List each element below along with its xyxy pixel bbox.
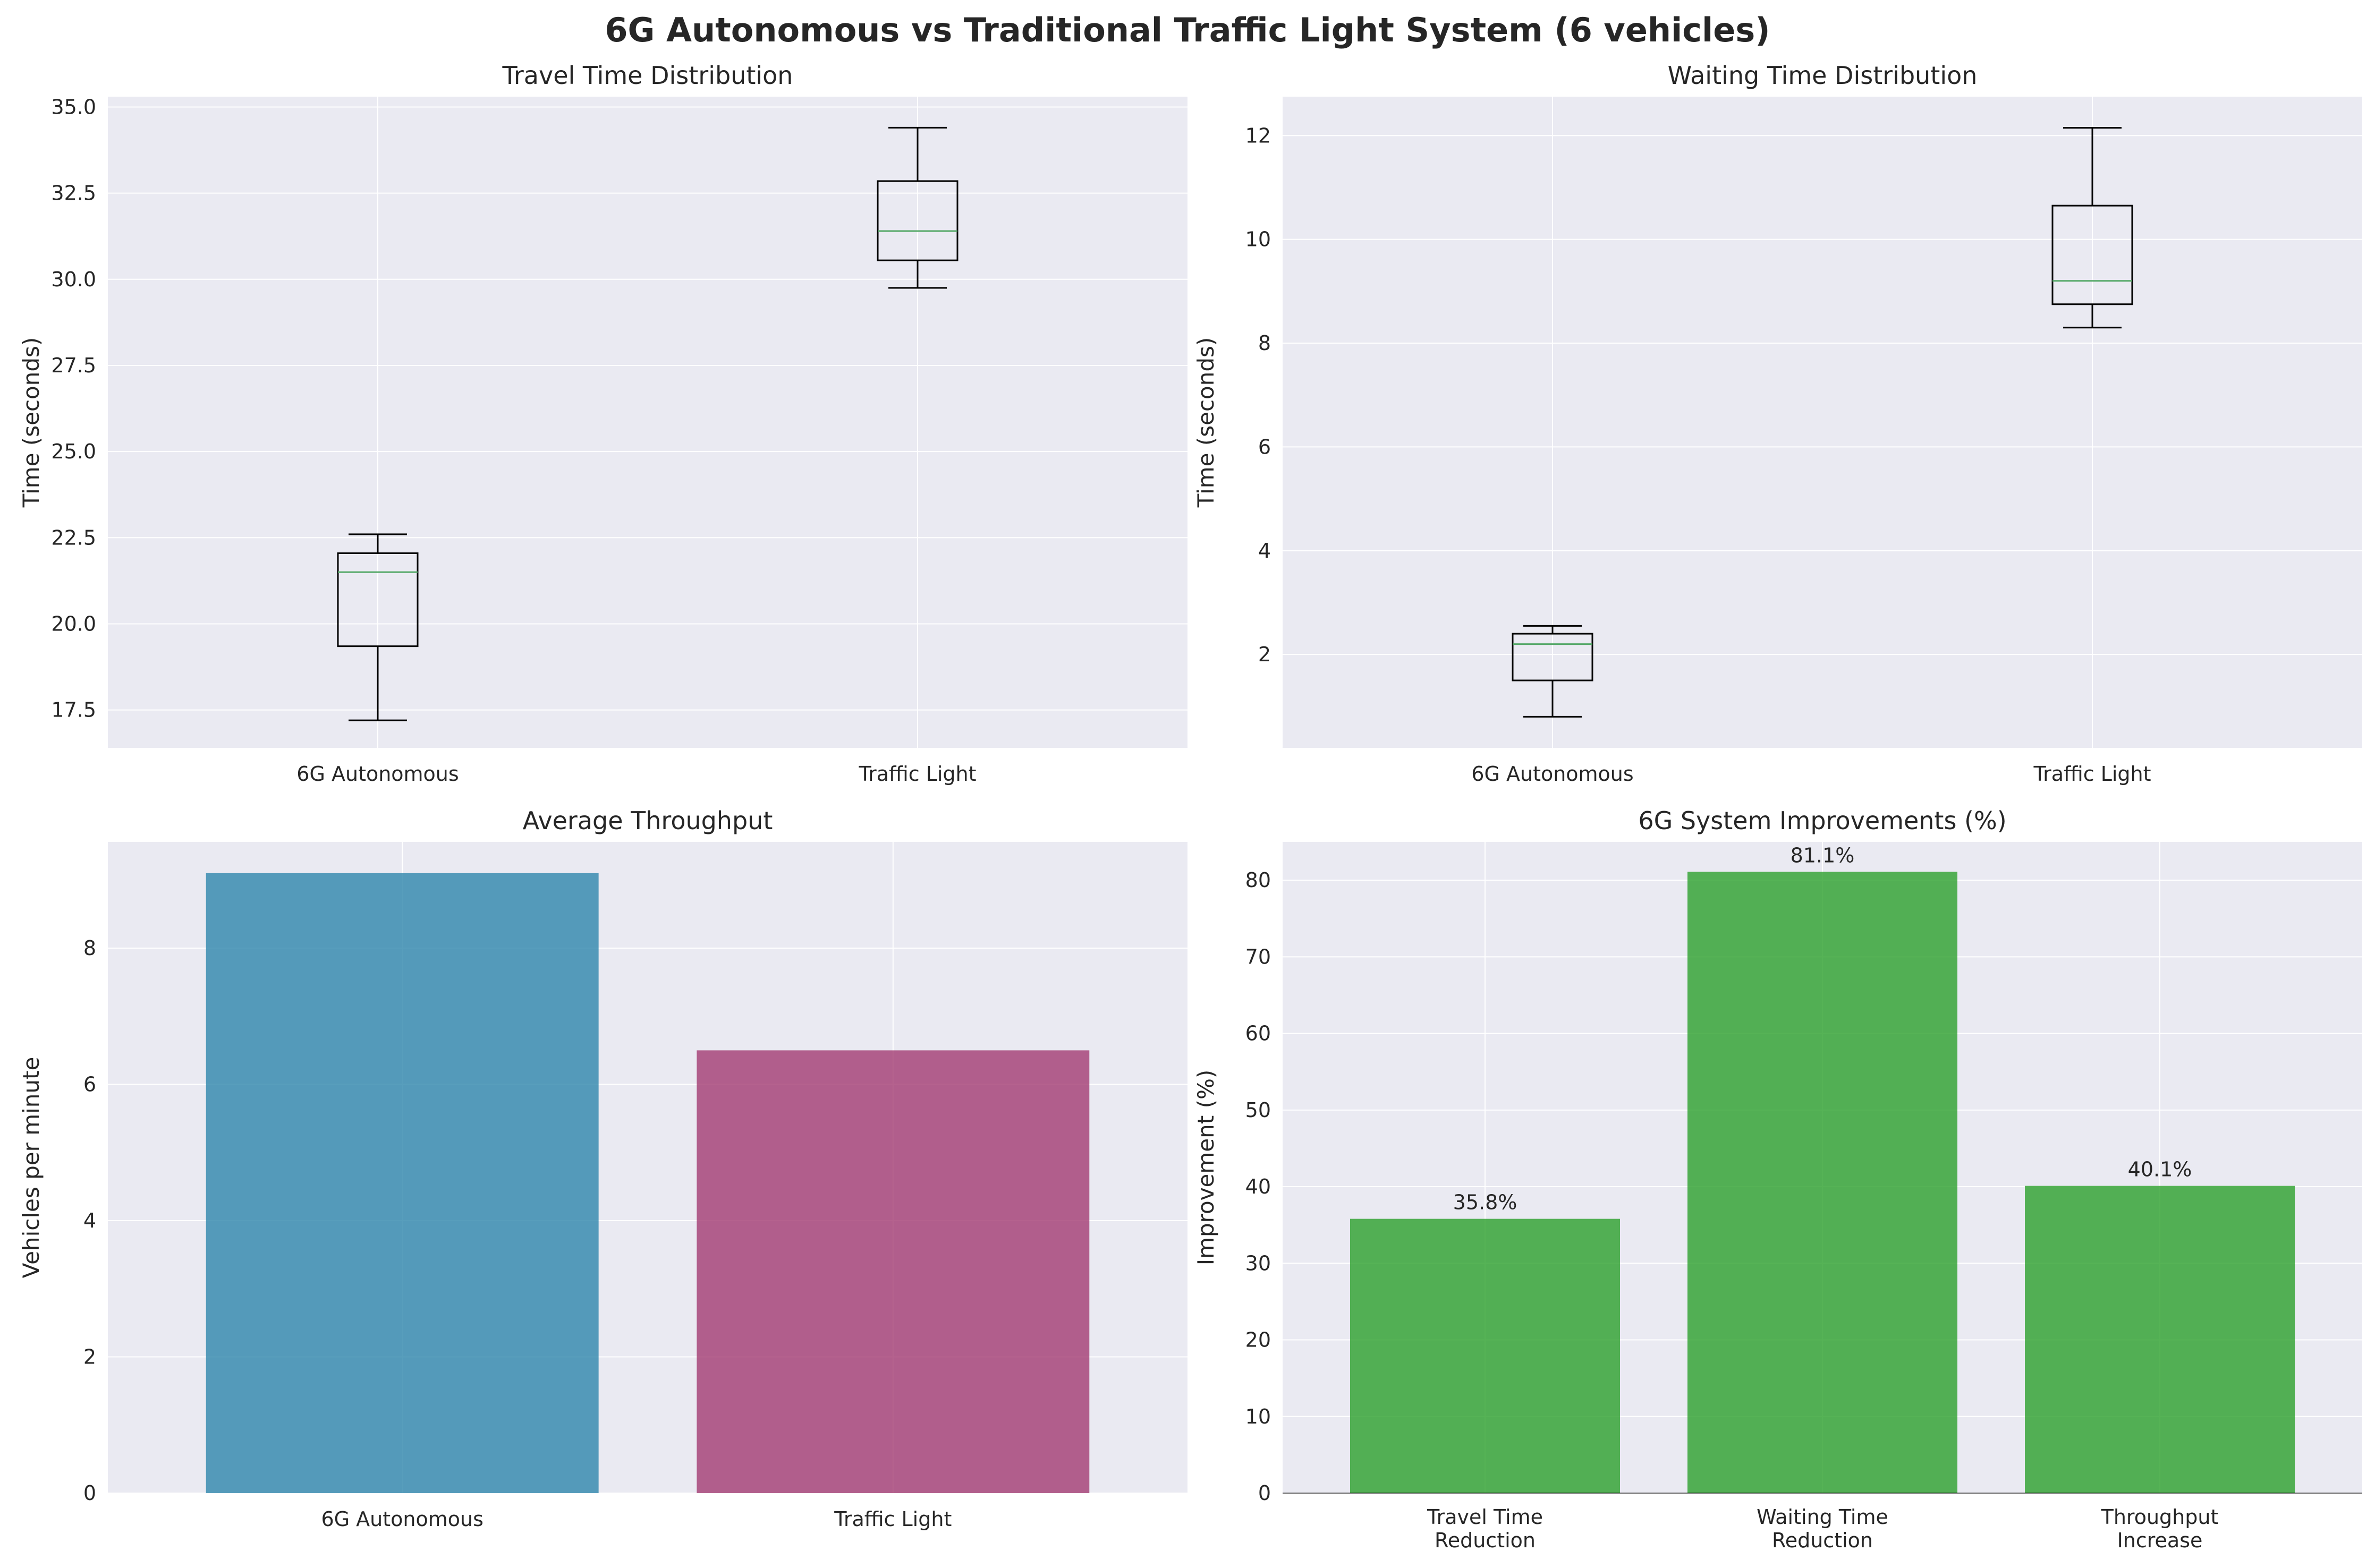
improvement-bar-3 [2025,1186,2295,1493]
waiting-y-tick-label: 4 [1258,539,1271,563]
waiting-y-axis-label: Time (seconds) [1193,337,1219,508]
interquartile-box [2051,204,2133,305]
improvement-bar-2 [1687,872,1957,1493]
travel-time-panel: 17.5 20.0 22.5 25.0 27.5 30.0 32.5 35.0 Travel T… [18,61,1188,786]
improvement-y-axis-label: Improvement (%) [1193,1070,1219,1266]
throughput-y-tick-label: 2 [83,1345,96,1369]
interquartile-box [877,180,959,261]
throughput-panel: 0 2 4 6 8 Average Throughput Vehicles per minu… [18,806,1188,1531]
travel-y-tick-label: 20.0 [51,612,96,635]
improvement-bar-1 [1350,1218,1620,1493]
improvement-x-tick-label: Waiting Time [1757,1505,1888,1529]
interquartile-box [337,552,419,647]
throughput-title: Average Throughput [523,806,773,835]
waiting-y-tick-label: 8 [1258,331,1271,355]
improvement-y-tick-label: 70 [1245,945,1271,968]
improvement-data-label: 40.1% [2128,1158,2192,1181]
travel-x-tick-label: 6G Autonomous [296,762,459,786]
throughput-y-tick-label: 4 [83,1209,96,1232]
travel-x-tick-label: Traffic Light [858,762,976,786]
travel-y-tick-label: 17.5 [51,698,96,722]
travel-y-axis-label: Time (seconds) [18,337,44,508]
waiting-y-tick-label: 10 [1245,228,1271,251]
figure-title: 6G Autonomous vs Traditional Traffic Lig… [605,11,1770,49]
waiting-y-tick-label: 6 [1258,435,1271,458]
travel-y-tick-label: 25.0 [51,440,96,463]
improvement-x-tick-label: Increase [2117,1529,2203,1552]
improvement-y-tick-label: 40 [1245,1175,1271,1198]
throughput-bar-2 [697,1050,1090,1493]
travel-y-tick-label: 27.5 [51,354,96,377]
improvement-y-tick-label: 10 [1245,1405,1271,1428]
throughput-x-tick-label: 6G Autonomous [321,1507,483,1531]
improvement-y-tick-label: 20 [1245,1328,1271,1352]
throughput-y-tick-label: 6 [83,1073,96,1096]
waiting-plot-area [1283,97,2362,748]
improvement-x-tick-label: Travel Time [1427,1505,1543,1529]
waiting-title: Waiting Time Distribution [1668,61,1978,90]
travel-box-2 [877,126,959,289]
improvement-y-tick-label: 0 [1258,1481,1271,1505]
travel-box-1 [337,533,419,721]
travel-y-tick-label: 22.5 [51,526,96,549]
waiting-y-tick-label: 2 [1258,643,1271,666]
improvement-title: 6G System Improvements (%) [1638,806,2006,835]
improvement-y-tick-label: 30 [1245,1251,1271,1275]
improvement-y-tick-label: 50 [1245,1098,1271,1122]
throughput-y-tick-label: 8 [83,936,96,960]
waiting-x-tick-label: 6G Autonomous [1471,762,1633,786]
improvement-x-tick-label: Reduction [1435,1529,1536,1552]
improvement-panel: 0 10 20 30 40 50 60 70 80 6G System Improvements … [1193,806,2362,1552]
improvement-x-tick-label: Throughput [2101,1505,2219,1529]
improvement-y-tick-label: 80 [1245,868,1271,892]
waiting-y-tick-label: 12 [1245,124,1271,147]
waiting-box-2 [2051,127,2133,329]
throughput-y-axis-label: Vehicles per minute [18,1057,44,1279]
waiting-box-1 [1512,625,1593,718]
interquartile-box [1512,633,1593,681]
travel-y-tick-label: 30.0 [51,268,96,291]
travel-plot-area [108,97,1188,748]
throughput-x-tick-label: Traffic Light [834,1507,952,1531]
travel-y-tick-label: 35.0 [51,95,96,118]
improvement-data-label: 35.8% [1453,1191,1517,1214]
improvement-data-label: 81.1% [1791,843,1855,867]
improvement-y-tick-label: 60 [1245,1022,1271,1045]
waiting-x-tick-label: Traffic Light [2033,762,2151,786]
throughput-y-tick-label: 0 [83,1481,96,1505]
improvement-x-tick-label: Reduction [1772,1529,1873,1552]
travel-y-tick-label: 32.5 [51,182,96,205]
throughput-bar-1 [206,873,599,1493]
travel-title: Travel Time Distribution [502,61,793,90]
waiting-time-panel: 2 4 6 8 10 12 Waiting Time Distribution Time (s… [1193,61,2362,786]
